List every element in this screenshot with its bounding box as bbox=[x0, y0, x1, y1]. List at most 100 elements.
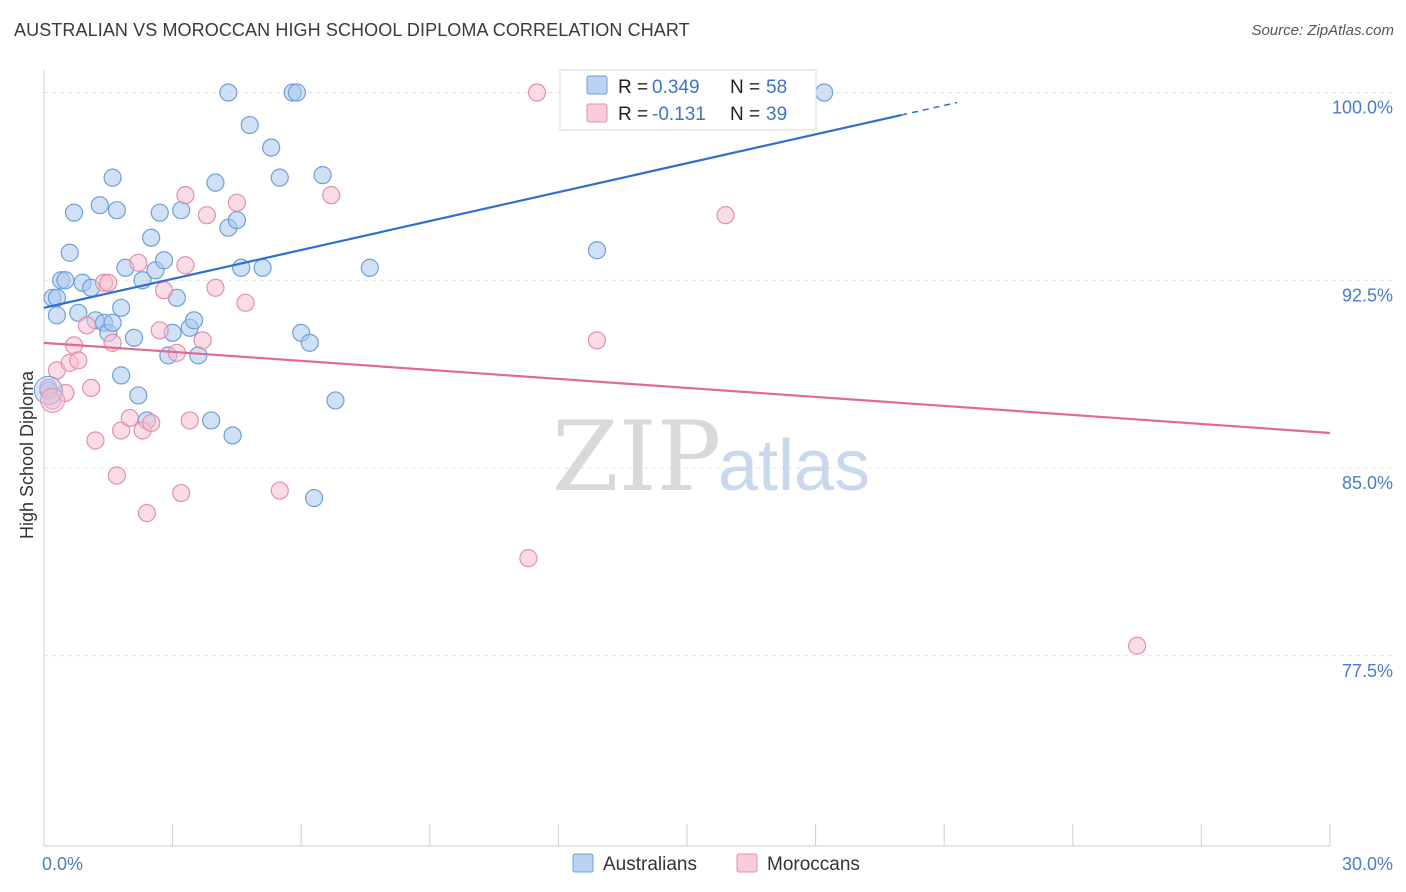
data-points bbox=[33, 83, 1147, 655]
point-australians bbox=[262, 138, 281, 157]
point-moroccans bbox=[142, 413, 161, 433]
point-moroccans bbox=[180, 411, 199, 430]
watermark: ZIP atlas bbox=[552, 401, 870, 513]
watermark-zip: ZIP bbox=[552, 401, 721, 513]
point-australians bbox=[240, 115, 259, 135]
source-credit: Source: ZipAtlas.com bbox=[1251, 22, 1394, 39]
legend-bottom-swatch-moroccans bbox=[736, 853, 758, 873]
point-moroccans bbox=[77, 316, 96, 335]
point-australians bbox=[103, 313, 122, 332]
point-australians bbox=[253, 258, 272, 277]
point-moroccans bbox=[519, 549, 538, 568]
point-australians bbox=[172, 201, 191, 220]
point-moroccans bbox=[172, 483, 191, 503]
point-moroccans bbox=[82, 378, 101, 398]
point-moroccans bbox=[154, 281, 174, 300]
legend-swatch-moroccans bbox=[586, 103, 608, 123]
point-moroccans bbox=[86, 431, 105, 450]
point-moroccans bbox=[69, 351, 88, 370]
legend-top: R = 0.349 N = 58 R = -0.131 N = 39 bbox=[559, 69, 817, 131]
trend-line-moroccans bbox=[43, 341, 1331, 435]
point-australians bbox=[112, 298, 131, 317]
legend-n-label-australians: N = bbox=[730, 77, 760, 98]
point-moroccans bbox=[112, 421, 131, 440]
point-moroccans bbox=[193, 331, 212, 350]
point-australians bbox=[56, 271, 75, 290]
x-tick-labels: 0.0% 30.0% bbox=[42, 854, 1393, 874]
legend-swatch-australians bbox=[586, 75, 608, 95]
trend-lines bbox=[43, 101, 1331, 435]
y-tick-label: 100.0% bbox=[1332, 98, 1393, 118]
point-australians bbox=[154, 251, 174, 270]
point-moroccans bbox=[107, 466, 126, 485]
point-australians bbox=[815, 83, 834, 102]
trend-extension-australians bbox=[901, 101, 958, 116]
legend-n-value-australians: 58 bbox=[766, 77, 787, 98]
point-cluster-moroccans bbox=[40, 387, 66, 413]
point-moroccans bbox=[206, 278, 225, 297]
point-australians bbox=[270, 168, 289, 187]
point-australians bbox=[189, 346, 208, 365]
point-moroccans bbox=[176, 256, 195, 275]
point-australians bbox=[112, 366, 131, 385]
gridlines bbox=[44, 92, 1393, 657]
point-moroccans bbox=[150, 321, 169, 340]
point-australians bbox=[227, 211, 246, 230]
point-moroccans bbox=[137, 503, 156, 523]
legend-n-value-moroccans: 39 bbox=[766, 104, 787, 125]
point-australians bbox=[142, 228, 161, 247]
point-australians bbox=[202, 411, 221, 430]
point-australians bbox=[587, 241, 607, 260]
axes bbox=[43, 70, 1331, 847]
watermark-atlas: atlas bbox=[718, 426, 870, 506]
trend-line-australians bbox=[43, 113, 902, 309]
legend-r-value-moroccans: -0.131 bbox=[652, 104, 706, 125]
x-tick-label: 30.0% bbox=[1342, 854, 1393, 874]
point-australians bbox=[304, 488, 324, 508]
point-australians bbox=[107, 201, 126, 220]
point-australians bbox=[129, 386, 148, 405]
y-axis-label: High School Diploma bbox=[17, 370, 37, 539]
point-moroccans bbox=[1127, 636, 1147, 655]
point-australians bbox=[69, 303, 88, 322]
legend-bottom-label-moroccans: Moroccans bbox=[767, 854, 860, 875]
y-tick-label: 92.5% bbox=[1342, 285, 1393, 305]
point-australians bbox=[360, 258, 379, 277]
x-tick-label: 0.0% bbox=[42, 854, 83, 874]
point-australians bbox=[223, 426, 242, 445]
point-moroccans bbox=[716, 206, 735, 225]
point-australians bbox=[60, 243, 79, 262]
chart-title: AUSTRALIAN VS MOROCCAN HIGH SCHOOL DIPLO… bbox=[14, 20, 690, 40]
legend-bottom-swatch-australians bbox=[572, 853, 594, 873]
point-moroccans bbox=[587, 331, 607, 350]
legend-r-value-australians: 0.349 bbox=[652, 77, 700, 98]
point-australians bbox=[300, 333, 319, 352]
point-australians bbox=[47, 306, 66, 325]
point-moroccans bbox=[129, 253, 148, 272]
y-tick-label: 85.0% bbox=[1342, 473, 1393, 493]
point-australians bbox=[219, 83, 238, 102]
point-moroccans bbox=[322, 186, 341, 205]
point-australians bbox=[47, 288, 66, 307]
point-australians bbox=[124, 328, 144, 347]
point-moroccans bbox=[227, 193, 246, 212]
y-tick-label: 77.5% bbox=[1342, 661, 1393, 681]
point-australians bbox=[103, 168, 122, 187]
legend-n-label-moroccans: N = bbox=[730, 104, 760, 125]
point-moroccans bbox=[176, 186, 195, 205]
point-moroccans bbox=[527, 83, 547, 102]
legend-r-label-moroccans: R = bbox=[618, 104, 648, 125]
point-australians bbox=[206, 173, 225, 192]
point-australians bbox=[313, 166, 332, 185]
point-moroccans bbox=[120, 408, 139, 428]
point-australians bbox=[287, 83, 307, 102]
point-australians bbox=[90, 196, 109, 215]
point-australians bbox=[184, 311, 204, 330]
point-australians bbox=[150, 203, 169, 222]
point-moroccans bbox=[99, 273, 118, 292]
legend-r-label-australians: R = bbox=[618, 77, 648, 98]
point-moroccans bbox=[236, 293, 255, 312]
point-moroccans bbox=[270, 481, 289, 500]
legend-bottom-label-australians: Australians bbox=[603, 854, 697, 875]
